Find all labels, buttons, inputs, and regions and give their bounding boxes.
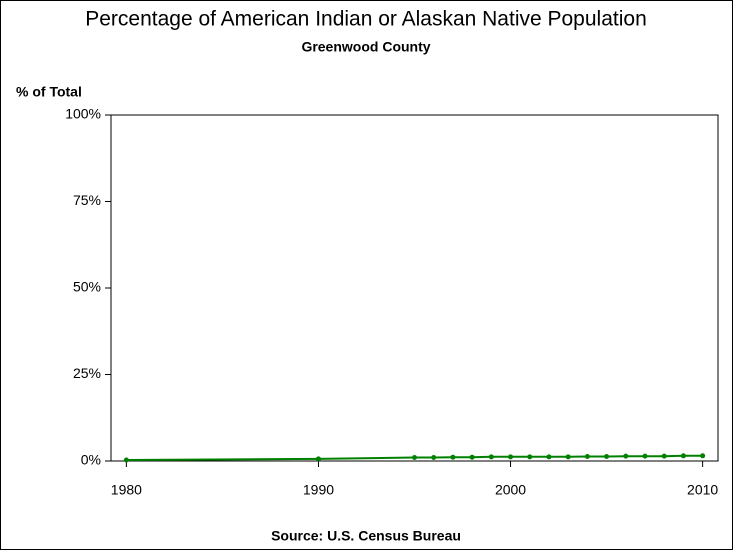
x-tick-label: 1990 [303, 482, 334, 498]
x-tick-label: 1980 [111, 482, 142, 498]
data-point [680, 453, 686, 459]
data-point [469, 454, 475, 460]
y-tick-label: 25% [73, 365, 101, 381]
y-tick-label: 0% [81, 452, 101, 468]
chart-subtitle: Greenwood County [301, 39, 430, 55]
source-note: Source: U.S. Census Bureau [271, 528, 461, 544]
data-point [642, 453, 648, 459]
y-tick-label: 100% [65, 106, 101, 122]
data-point [412, 455, 417, 461]
data-point [508, 454, 514, 460]
data-point [584, 454, 590, 460]
data-point [431, 455, 437, 461]
data-point [488, 454, 494, 460]
data-point [123, 457, 129, 463]
data-point [661, 453, 667, 459]
y-tick-label: 75% [73, 192, 101, 208]
data-point [546, 454, 552, 460]
data-point [604, 454, 610, 460]
x-tick-label: 2000 [495, 482, 526, 498]
y-axis-label: % of Total [16, 84, 82, 100]
y-tick-label: 50% [73, 279, 101, 295]
data-point [315, 456, 321, 462]
data-line [126, 454, 703, 461]
chart-title: Percentage of American Indian or Alaskan… [85, 8, 647, 31]
data-point [527, 454, 533, 460]
data-point [623, 453, 629, 459]
data-point [565, 454, 571, 460]
data-point [700, 453, 706, 459]
x-tick-label: 2010 [687, 482, 718, 498]
data-point [450, 454, 456, 460]
